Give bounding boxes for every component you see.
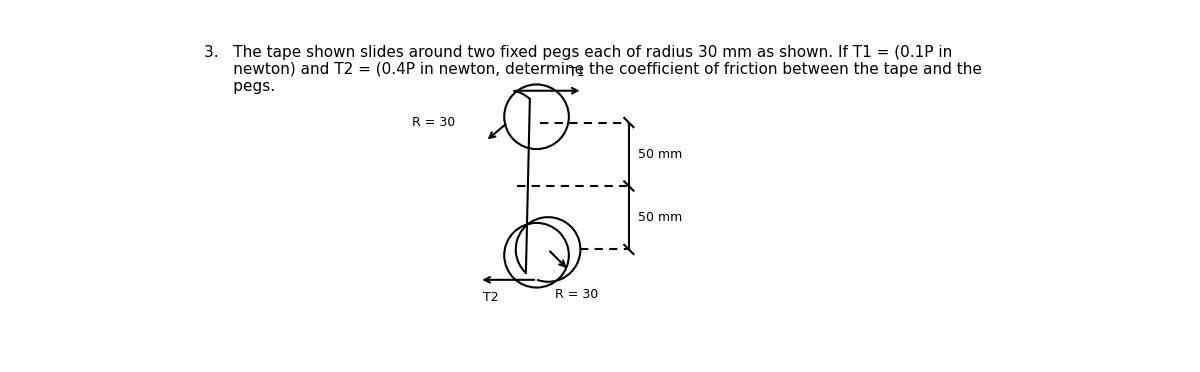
Text: T1: T1 <box>569 66 584 79</box>
Text: 50 mm: 50 mm <box>638 211 683 224</box>
Text: 3.   The tape shown slides around two fixed pegs each of radius 30 mm as shown. : 3. The tape shown slides around two fixe… <box>204 45 982 94</box>
Text: R = 30: R = 30 <box>554 288 598 301</box>
Text: T2: T2 <box>484 291 499 304</box>
Text: R = 30: R = 30 <box>412 116 455 129</box>
Text: 50 mm: 50 mm <box>638 148 683 161</box>
